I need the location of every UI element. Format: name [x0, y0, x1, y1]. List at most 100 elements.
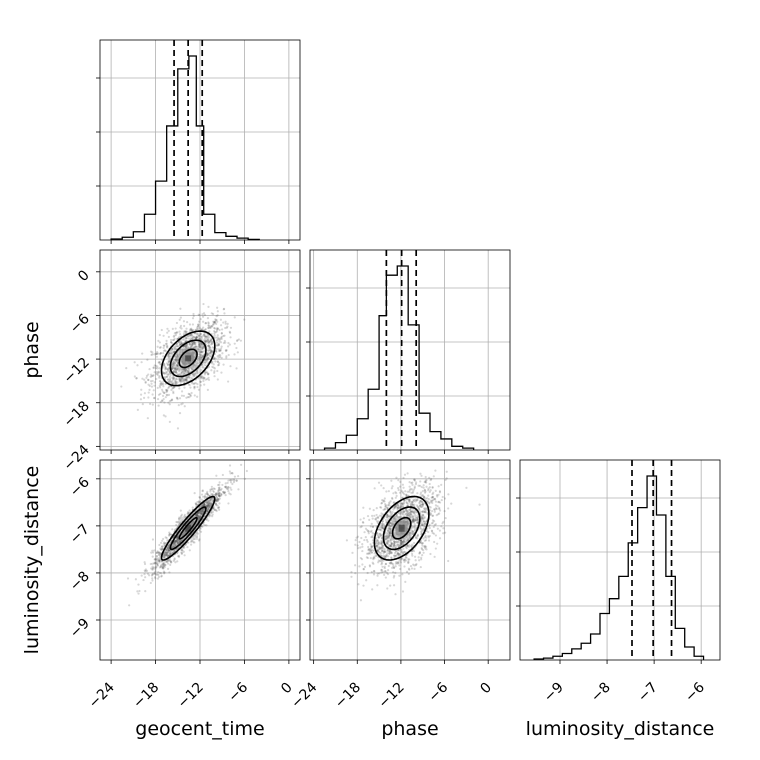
sample-point — [419, 540, 422, 543]
sample-point — [420, 514, 423, 517]
sample-point — [162, 355, 165, 358]
sample-point — [229, 331, 232, 334]
sample-point — [209, 490, 212, 493]
sample-point — [371, 539, 375, 542]
sample-point — [152, 562, 156, 565]
sample-point — [243, 477, 246, 480]
sample-point — [170, 365, 173, 368]
sample-point — [202, 502, 206, 505]
sample-point — [171, 342, 174, 345]
sample-point — [420, 517, 424, 520]
sample-point — [194, 503, 198, 506]
sample-point — [368, 552, 372, 555]
sample-point — [159, 392, 162, 395]
sample-point — [206, 317, 210, 320]
sample-point — [176, 353, 179, 357]
sample-point — [171, 347, 174, 351]
sample-point — [389, 529, 392, 532]
hist-step-luminosity_distance — [533, 475, 705, 660]
sample-point — [210, 312, 213, 315]
sample-point — [195, 337, 198, 340]
sample-point — [174, 371, 178, 374]
sample-point — [205, 359, 208, 362]
sample-point — [407, 558, 410, 561]
sample-point — [168, 370, 171, 373]
sample-point — [176, 541, 179, 544]
sample-point — [213, 507, 216, 510]
sample-point — [437, 501, 440, 504]
sample-point — [385, 571, 388, 574]
sample-point — [386, 514, 390, 518]
sample-point — [389, 532, 392, 535]
sample-point — [380, 501, 384, 505]
sample-point — [204, 328, 207, 331]
sample-point — [192, 373, 195, 376]
sample-point — [200, 525, 203, 528]
sample-point — [209, 325, 212, 328]
sample-point — [419, 491, 423, 494]
sample-point — [404, 580, 407, 583]
sample-point — [215, 498, 218, 501]
sample-point — [394, 504, 397, 507]
sample-point — [376, 539, 380, 542]
sample-point — [173, 334, 176, 337]
sample-point — [396, 552, 399, 555]
sample-point — [207, 376, 210, 379]
sample-point — [421, 503, 425, 506]
sample-point — [175, 552, 179, 555]
sample-point — [160, 545, 164, 548]
sample-point — [391, 497, 394, 500]
sample-point — [390, 542, 393, 546]
sample-point — [388, 526, 392, 529]
sample-point — [420, 494, 424, 497]
sample-point — [217, 344, 220, 347]
sample-point — [136, 590, 139, 593]
sample-point — [394, 491, 397, 494]
sample-point — [126, 577, 130, 580]
sample-point — [165, 549, 168, 552]
sample-point — [350, 570, 353, 574]
sample-point — [168, 372, 172, 375]
sample-point — [208, 353, 211, 356]
sample-point — [141, 352, 144, 355]
sample-point — [375, 520, 379, 523]
sample-point — [186, 377, 189, 380]
sample-point — [162, 556, 166, 559]
sample-point — [188, 549, 191, 552]
sample-point — [167, 354, 170, 358]
sample-point — [216, 310, 219, 313]
sample-point — [208, 344, 211, 347]
sample-point — [156, 551, 159, 554]
sample-point — [173, 362, 176, 365]
sample-point — [219, 355, 222, 359]
sample-point — [402, 476, 405, 480]
sample-point — [165, 550, 168, 553]
sample-point — [198, 355, 201, 358]
sample-point — [158, 352, 162, 355]
sample-point — [413, 478, 416, 481]
sample-point — [179, 341, 182, 344]
sample-point — [205, 501, 208, 504]
sample-point — [174, 539, 177, 543]
sample-point — [200, 504, 204, 507]
sample-point — [197, 388, 201, 391]
sample-point — [172, 545, 175, 548]
sample-point — [162, 542, 165, 545]
sample-point — [183, 378, 186, 382]
sample-point — [208, 339, 211, 342]
hist-bar-geocent_time — [189, 56, 196, 240]
sample-point — [186, 375, 189, 378]
sample-point — [382, 527, 385, 530]
sample-point — [412, 516, 415, 519]
sample-point — [166, 368, 169, 371]
sample-point — [197, 517, 200, 520]
sample-point — [209, 326, 212, 329]
sample-point — [178, 379, 181, 382]
sample-point — [195, 502, 198, 505]
sample-point — [156, 372, 159, 375]
sample-point — [386, 506, 389, 509]
hist-bar-geocent_time — [215, 233, 226, 240]
sample-point — [158, 367, 161, 370]
sample-point — [397, 541, 400, 544]
sample-point — [158, 346, 162, 349]
